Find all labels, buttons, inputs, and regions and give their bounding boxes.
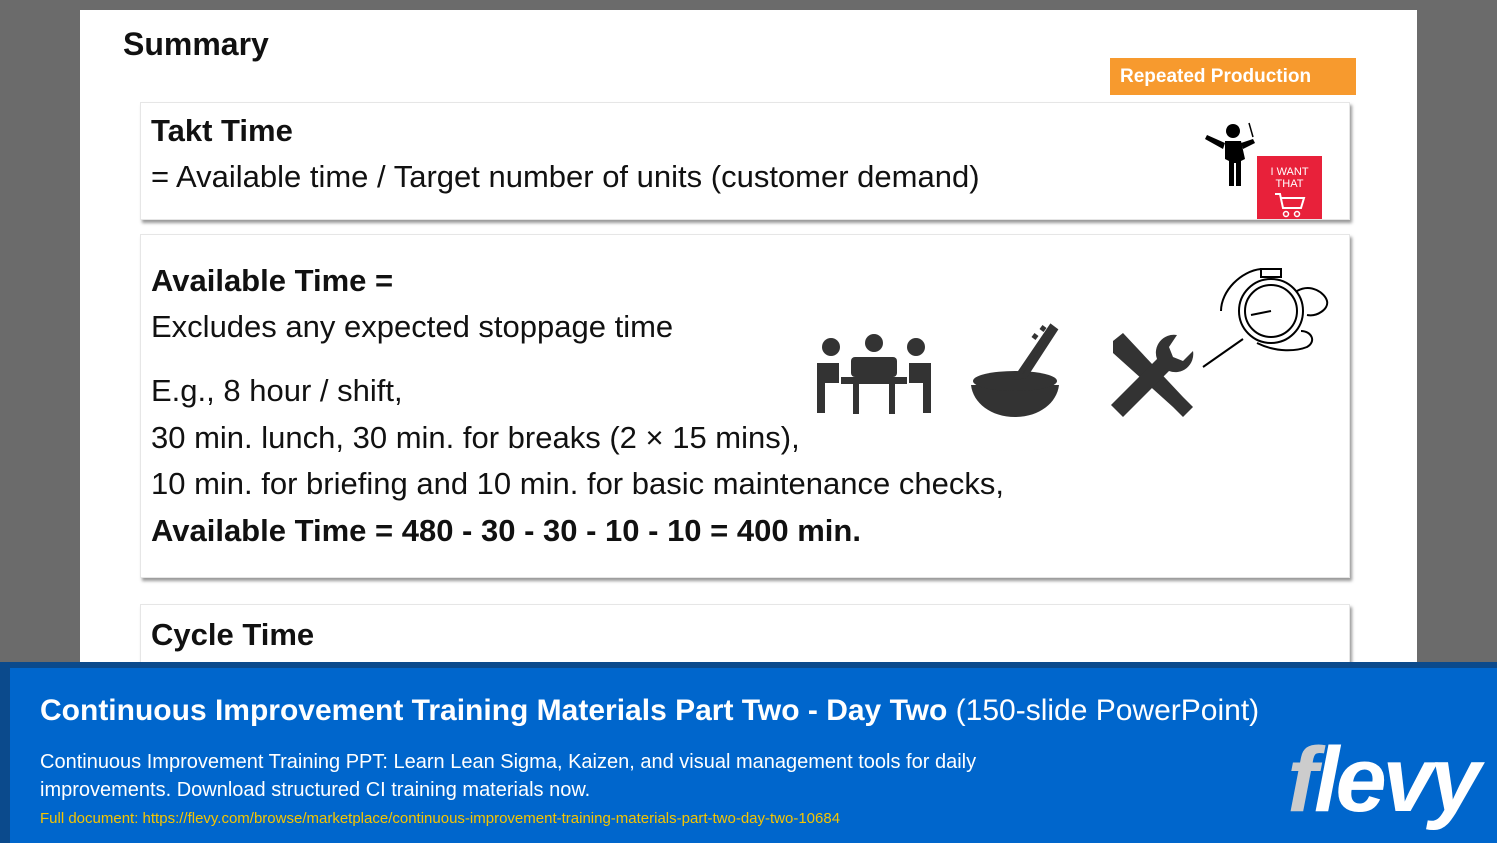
conductor-icon <box>1205 122 1255 186</box>
stopwatch-hand-icon <box>1202 268 1329 368</box>
cycle-heading: Cycle Time <box>151 617 315 652</box>
banner-title: Continuous Improvement Training Material… <box>40 694 1260 727</box>
takt-heading: Takt Time <box>151 113 293 148</box>
slide: Summary Repeated Production Takt Time = … <box>80 10 1417 670</box>
available-time-box: Available Time = Excludes any expected s… <box>140 234 1350 578</box>
tools-icon <box>1111 333 1194 417</box>
takt-formula: = Available time / Target number of unit… <box>151 159 980 194</box>
available-result: Available Time = 480 - 30 - 30 - 10 - 10… <box>151 513 861 548</box>
repeated-production-tag: Repeated Production <box>1110 58 1356 95</box>
cart-icon <box>1274 193 1305 218</box>
promo-banner: Continuous Improvement Training Material… <box>0 662 1497 843</box>
available-heading: Available Time = <box>151 263 394 298</box>
available-line1: Excludes any expected stoppage time <box>151 309 674 344</box>
i-want-that-badge: I WANT THAT <box>1257 156 1322 219</box>
available-line2: E.g., 8 hour / shift, <box>151 373 403 408</box>
slide-title: Summary <box>123 26 269 62</box>
takt-time-box: Takt Time = Available time / Target numb… <box>140 102 1350 220</box>
document-link[interactable]: Full document: https://flevy.com/browse/… <box>40 810 841 827</box>
banner-description: Continuous Improvement Training PPT: Lea… <box>40 751 977 801</box>
available-line3: 30 min. lunch, 30 min. for breaks (2 × 1… <box>151 420 800 455</box>
cycle-time-box: Cycle Time <box>140 604 1350 670</box>
available-line4: 10 min. for briefing and 10 min. for bas… <box>151 466 1004 501</box>
flevy-logo: flevy <box>1287 729 1481 831</box>
food-bowl-icon <box>971 323 1059 417</box>
meeting-icon <box>817 334 931 414</box>
